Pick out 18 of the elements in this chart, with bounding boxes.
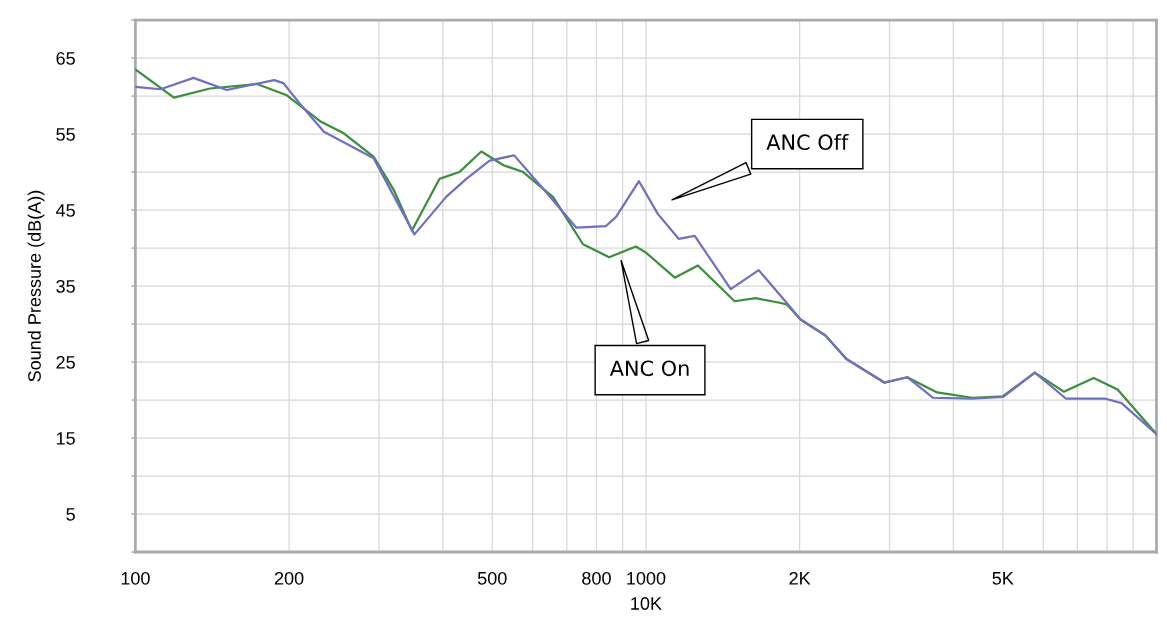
y-tick-label: 65 — [56, 52, 75, 65]
y-tick-label: 45 — [55, 204, 75, 217]
y-tick-label: 15 — [56, 432, 75, 445]
x-tick-label: 200 — [274, 571, 304, 585]
annotation: ANC Off — [766, 133, 849, 151]
y-tick-label: 25 — [56, 355, 75, 369]
x-tick-label: 2K — [789, 571, 811, 585]
annotation: ANC On — [609, 360, 689, 377]
x-tick-label: 800 — [582, 571, 611, 585]
x-tick-label: 5K — [992, 572, 1014, 585]
y-tick-label: 35 — [56, 279, 75, 293]
x-axis-title: 10K — [631, 597, 662, 610]
y-tick-label: 55 — [56, 128, 75, 141]
x-tick-label: 100 — [121, 571, 150, 585]
x-tick-label: 1000 — [627, 571, 666, 585]
y-axis-title: Sound Pressure (dB(A)) — [27, 190, 45, 382]
x-tick-label: 500 — [477, 571, 507, 585]
y-tick-label: 5 — [66, 508, 75, 521]
